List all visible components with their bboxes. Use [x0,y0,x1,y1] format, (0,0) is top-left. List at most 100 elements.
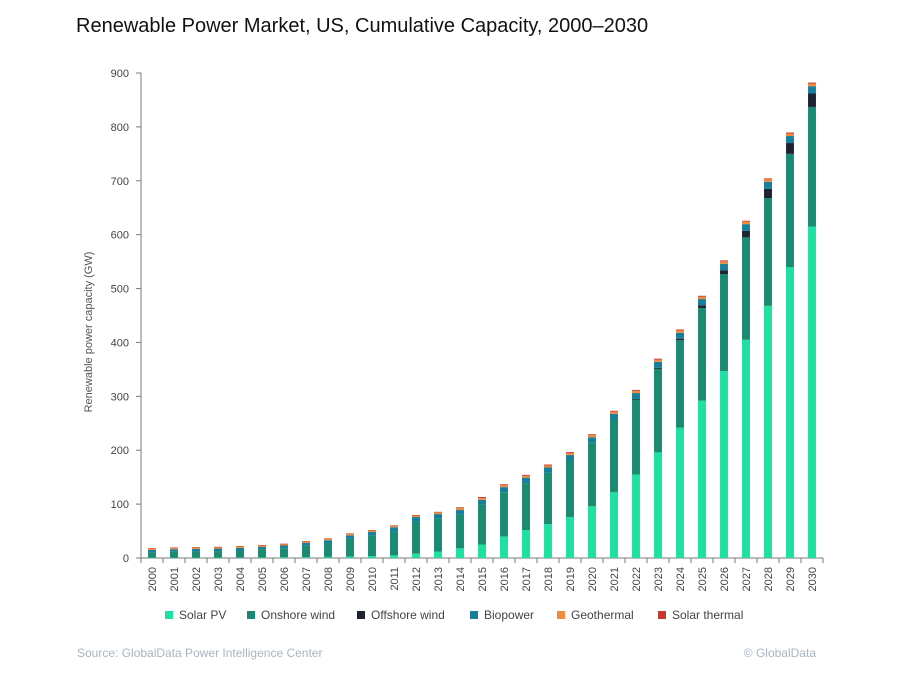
bar-segment [566,452,574,454]
bar-segment [500,487,508,493]
legend-swatch [470,611,478,619]
bar-segment [588,437,596,443]
bar-segment [346,533,354,536]
bar-segment [170,551,178,558]
bar-segment [192,547,200,548]
y-tick-label: 300 [111,391,129,403]
bar-segment [368,535,376,557]
bar-segment [324,538,332,541]
bar-segment [808,106,816,227]
bar-segment [676,340,684,428]
source-note: Source: GlobalData Power Intelligence Ce… [77,646,323,660]
bar-segment [236,550,244,558]
bar-segment [588,506,596,558]
bar-segment [588,434,596,436]
legend-label: Offshore wind [371,608,445,622]
x-tick-label: 2022 [631,567,643,591]
bar-segment [324,540,332,544]
bar-segment [368,531,376,536]
bar-segment [192,551,200,558]
bar-segment [148,548,156,550]
bar-segment [786,136,794,144]
bar-segment [698,296,706,300]
bar-segment [610,413,618,420]
legend-swatch [357,611,365,619]
x-tick-label: 2004 [235,567,247,591]
y-axis-title: Renewable power capacity (GW) [83,252,95,413]
bar-segment [258,545,266,546]
bar-segment [720,261,728,264]
bars [148,82,816,559]
bar-segment [522,474,530,476]
bar-segment [698,299,706,306]
bar-segment [742,221,750,225]
bar-segment [698,295,706,297]
bar-segment [236,546,244,548]
legend-swatch [247,611,255,619]
bar-segment [214,548,222,552]
x-axis: 2000 2001 2002 2003 2004 2005 2006 2007 2008 2009… [140,557,824,591]
legend-item: Onshore wind [247,605,335,625]
bar-segment [676,332,684,339]
bar-segment [654,368,662,453]
bar-segment [566,517,574,558]
bar-segment [478,544,486,558]
bar-segment [764,198,772,306]
bar-segment [258,545,266,547]
bar-segment [500,485,508,488]
x-tick-label: 2012 [411,567,423,591]
bar-segment [632,389,640,391]
bar-segment [324,543,332,557]
y-tick-label: 900 [111,68,129,80]
x-tick-label: 2000 [147,567,159,591]
legend-item: Solar thermal [658,605,743,625]
bar-segment [390,525,398,528]
bar-segment [808,83,816,87]
bar-segment [764,179,772,182]
bar-segment [676,338,684,341]
bar-segment [280,545,288,549]
bar-segment [654,359,662,362]
legend-item: Solar PV [165,605,226,625]
bar-segment [478,499,486,505]
bar-segment [148,557,156,559]
bar-segment [522,475,530,478]
legend-label: Solar thermal [672,608,744,622]
bar-segment [280,543,288,545]
x-tick-label: 2021 [609,567,621,591]
bar-segment [654,367,662,369]
bar-segment [742,220,750,222]
bar-segment [698,400,706,558]
bar-segment [654,452,662,558]
bar-segment [456,507,464,509]
bar-segment [720,274,728,372]
x-tick-label: 2008 [323,567,335,591]
x-tick-label: 2026 [719,567,731,591]
bar-segment [478,496,486,498]
bar-segment [390,555,398,558]
bar-segment [544,524,552,558]
bar-segment [632,474,640,558]
bar-segment [434,514,442,519]
bar-segment [368,530,376,532]
bar-segment [588,442,596,507]
bar-segment [742,224,750,231]
bar-segment [610,410,618,412]
bar-segment [808,93,816,107]
x-tick-label: 2005 [257,567,269,591]
bar-segment [544,464,552,466]
x-tick-label: 2002 [191,567,203,591]
bar-segment [434,551,442,558]
legend-item: Biopower [470,605,534,625]
legend-item: Offshore wind [357,605,445,625]
bar-segment [302,557,310,558]
x-tick-label: 2025 [697,567,709,591]
bar-segment [368,556,376,558]
bar-segment [522,483,530,530]
x-tick-label: 2015 [477,567,489,591]
bar-segment [500,492,508,537]
bar-segment [522,529,530,558]
bar-segment [478,497,486,500]
y-tick-label: 0 [123,553,129,565]
